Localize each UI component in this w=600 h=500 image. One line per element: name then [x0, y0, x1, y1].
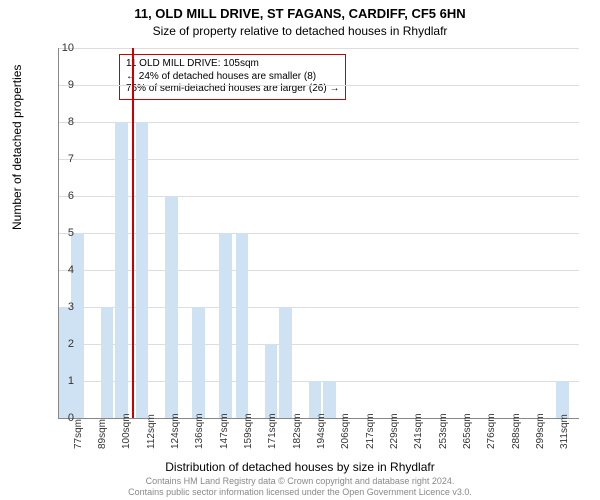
footer-attribution: Contains HM Land Registry data © Crown c… [0, 476, 600, 498]
gridline [59, 85, 579, 86]
histogram-bar [192, 307, 204, 418]
y-tick-label: 2 [28, 338, 74, 350]
x-tick-label: 276sqm [486, 413, 497, 449]
x-tick-label: 159sqm [243, 413, 254, 449]
x-tick-label: 253sqm [438, 413, 449, 449]
y-tick-label: 6 [28, 190, 74, 202]
histogram-bar [115, 122, 127, 418]
histogram-bar [265, 344, 277, 418]
annotation-line: 11 OLD MILL DRIVE: 105sqm [126, 58, 339, 71]
x-tick-label: 89sqm [97, 419, 108, 449]
chart-title-main: 11, OLD MILL DRIVE, ST FAGANS, CARDIFF, … [0, 6, 600, 21]
subject-marker-line [132, 48, 134, 418]
y-tick-label: 3 [28, 301, 74, 313]
y-tick-label: 9 [28, 79, 74, 91]
x-tick-label: 229sqm [389, 413, 400, 449]
histogram-bar [219, 233, 231, 418]
histogram-bar [136, 122, 148, 418]
x-tick-label: 265sqm [462, 413, 473, 449]
x-tick-label: 182sqm [292, 413, 303, 449]
plot-area: 11 OLD MILL DRIVE: 105sqm← 24% of detach… [58, 48, 579, 419]
y-tick-label: 7 [28, 153, 74, 165]
x-tick-label: 77sqm [73, 419, 84, 449]
histogram-bar [71, 233, 83, 418]
y-tick-label: 4 [28, 264, 74, 276]
x-tick-label: 206sqm [340, 413, 351, 449]
y-tick-label: 1 [28, 375, 74, 387]
x-tick-label: 147sqm [219, 413, 230, 449]
y-tick-label: 8 [28, 116, 74, 128]
x-tick-label: 171sqm [267, 413, 278, 449]
x-tick-label: 311sqm [559, 414, 570, 449]
x-tick-label: 136sqm [194, 413, 205, 449]
x-tick-label: 112sqm [146, 414, 157, 449]
annotation-box: 11 OLD MILL DRIVE: 105sqm← 24% of detach… [119, 54, 346, 100]
x-tick-label: 100sqm [121, 413, 132, 449]
x-tick-label: 299sqm [535, 413, 546, 449]
footer-line: Contains public sector information licen… [0, 487, 600, 498]
x-tick-label: 241sqm [413, 413, 424, 449]
y-tick-label: 10 [28, 42, 74, 54]
histogram-bar [279, 307, 291, 418]
histogram-bar [236, 233, 248, 418]
footer-line: Contains HM Land Registry data © Crown c… [0, 476, 600, 487]
x-tick-label: 288sqm [511, 413, 522, 449]
y-axis-label: Number of detached properties [10, 65, 24, 230]
x-tick-label: 124sqm [170, 413, 181, 449]
gridline [59, 48, 579, 49]
x-tick-label: 217sqm [365, 413, 376, 449]
histogram-bar [59, 307, 71, 418]
y-tick-label: 0 [28, 412, 74, 424]
chart-title-sub: Size of property relative to detached ho… [0, 24, 600, 38]
x-tick-label: 194sqm [316, 413, 327, 449]
histogram-chart: 11, OLD MILL DRIVE, ST FAGANS, CARDIFF, … [0, 0, 600, 500]
x-axis-label: Distribution of detached houses by size … [0, 460, 600, 474]
histogram-bar [101, 307, 113, 418]
y-tick-label: 5 [28, 227, 74, 239]
histogram-bar [556, 381, 568, 418]
histogram-bar [165, 196, 177, 418]
annotation-line: ← 24% of detached houses are smaller (8) [126, 71, 339, 84]
